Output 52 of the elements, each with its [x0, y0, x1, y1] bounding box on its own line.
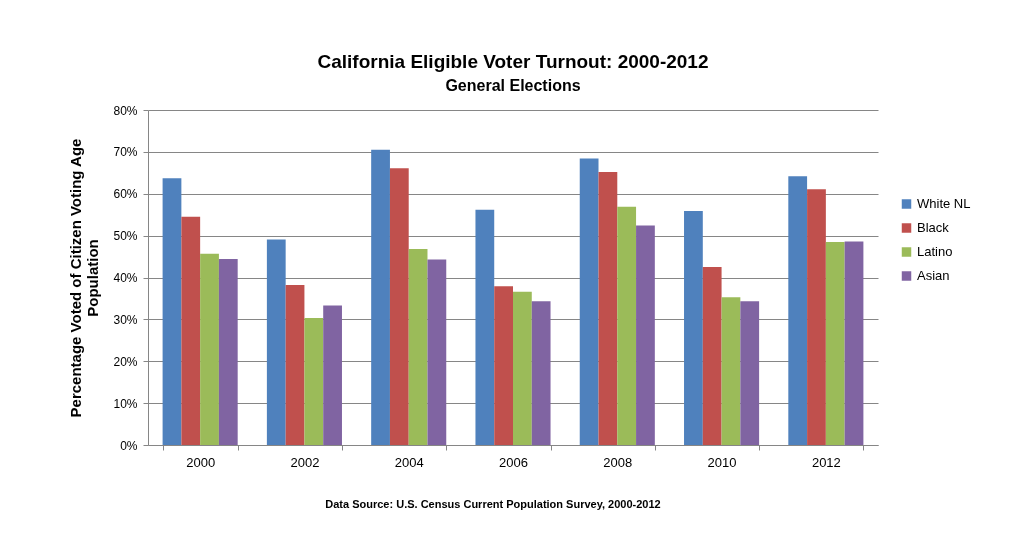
bar — [475, 209, 495, 445]
legend-label: Latino — [917, 244, 953, 259]
bar — [513, 291, 532, 445]
y-tick-label: 10% — [113, 396, 138, 411]
bar — [636, 225, 655, 445]
x-tick-label: 2006 — [499, 454, 528, 470]
source-note: Data Source: U.S. Census Current Population Survey, 2000-2012 — [325, 498, 661, 510]
bar — [807, 189, 826, 445]
bar — [702, 267, 722, 445]
bar — [531, 301, 551, 445]
bar — [788, 176, 808, 445]
y-tick-label: 20% — [113, 354, 138, 369]
bar — [579, 158, 599, 445]
bar — [181, 216, 201, 445]
chart-title: California Eligible Voter Turnout: 2000-2012 — [317, 51, 709, 72]
legend-label: White NL — [917, 196, 971, 211]
x-tick-label: 2008 — [603, 454, 633, 470]
bar — [617, 206, 637, 445]
bar — [200, 253, 219, 445]
bar — [684, 210, 703, 445]
legend-label: Black — [917, 220, 950, 235]
bar — [427, 259, 447, 445]
bar — [218, 259, 238, 445]
x-tick-label: 2010 — [707, 454, 737, 470]
x-tick-label: 2000 — [186, 454, 216, 470]
bar — [408, 249, 428, 445]
bar — [598, 171, 618, 445]
bar — [285, 285, 305, 445]
bar — [721, 297, 741, 445]
x-tick-label: 2004 — [394, 454, 424, 470]
y-axis-title: Percentage Voted of Citizen Voting Age Population — [67, 138, 102, 418]
y-tick-label: 60% — [113, 187, 138, 202]
bar — [389, 168, 409, 445]
bar — [494, 286, 513, 445]
bar — [323, 305, 342, 445]
y-tick-label: 70% — [113, 145, 138, 160]
y-tick-label: 80% — [113, 103, 138, 118]
bar — [266, 239, 286, 445]
bar — [304, 318, 324, 445]
bar — [162, 178, 182, 445]
y-tick-label: 50% — [113, 229, 138, 244]
x-tick-label: 2012 — [811, 454, 841, 470]
y-tick-label: 0% — [120, 438, 138, 453]
legend-label: Asian — [917, 268, 950, 283]
bar — [371, 149, 390, 445]
chart-subtitle: General Elections — [445, 77, 581, 94]
x-tick-label: 2002 — [290, 454, 320, 470]
y-tick-label: 40% — [113, 271, 138, 285]
bar — [825, 241, 845, 445]
bar — [844, 241, 864, 445]
y-tick-label: 30% — [113, 312, 138, 327]
bar — [740, 301, 760, 445]
